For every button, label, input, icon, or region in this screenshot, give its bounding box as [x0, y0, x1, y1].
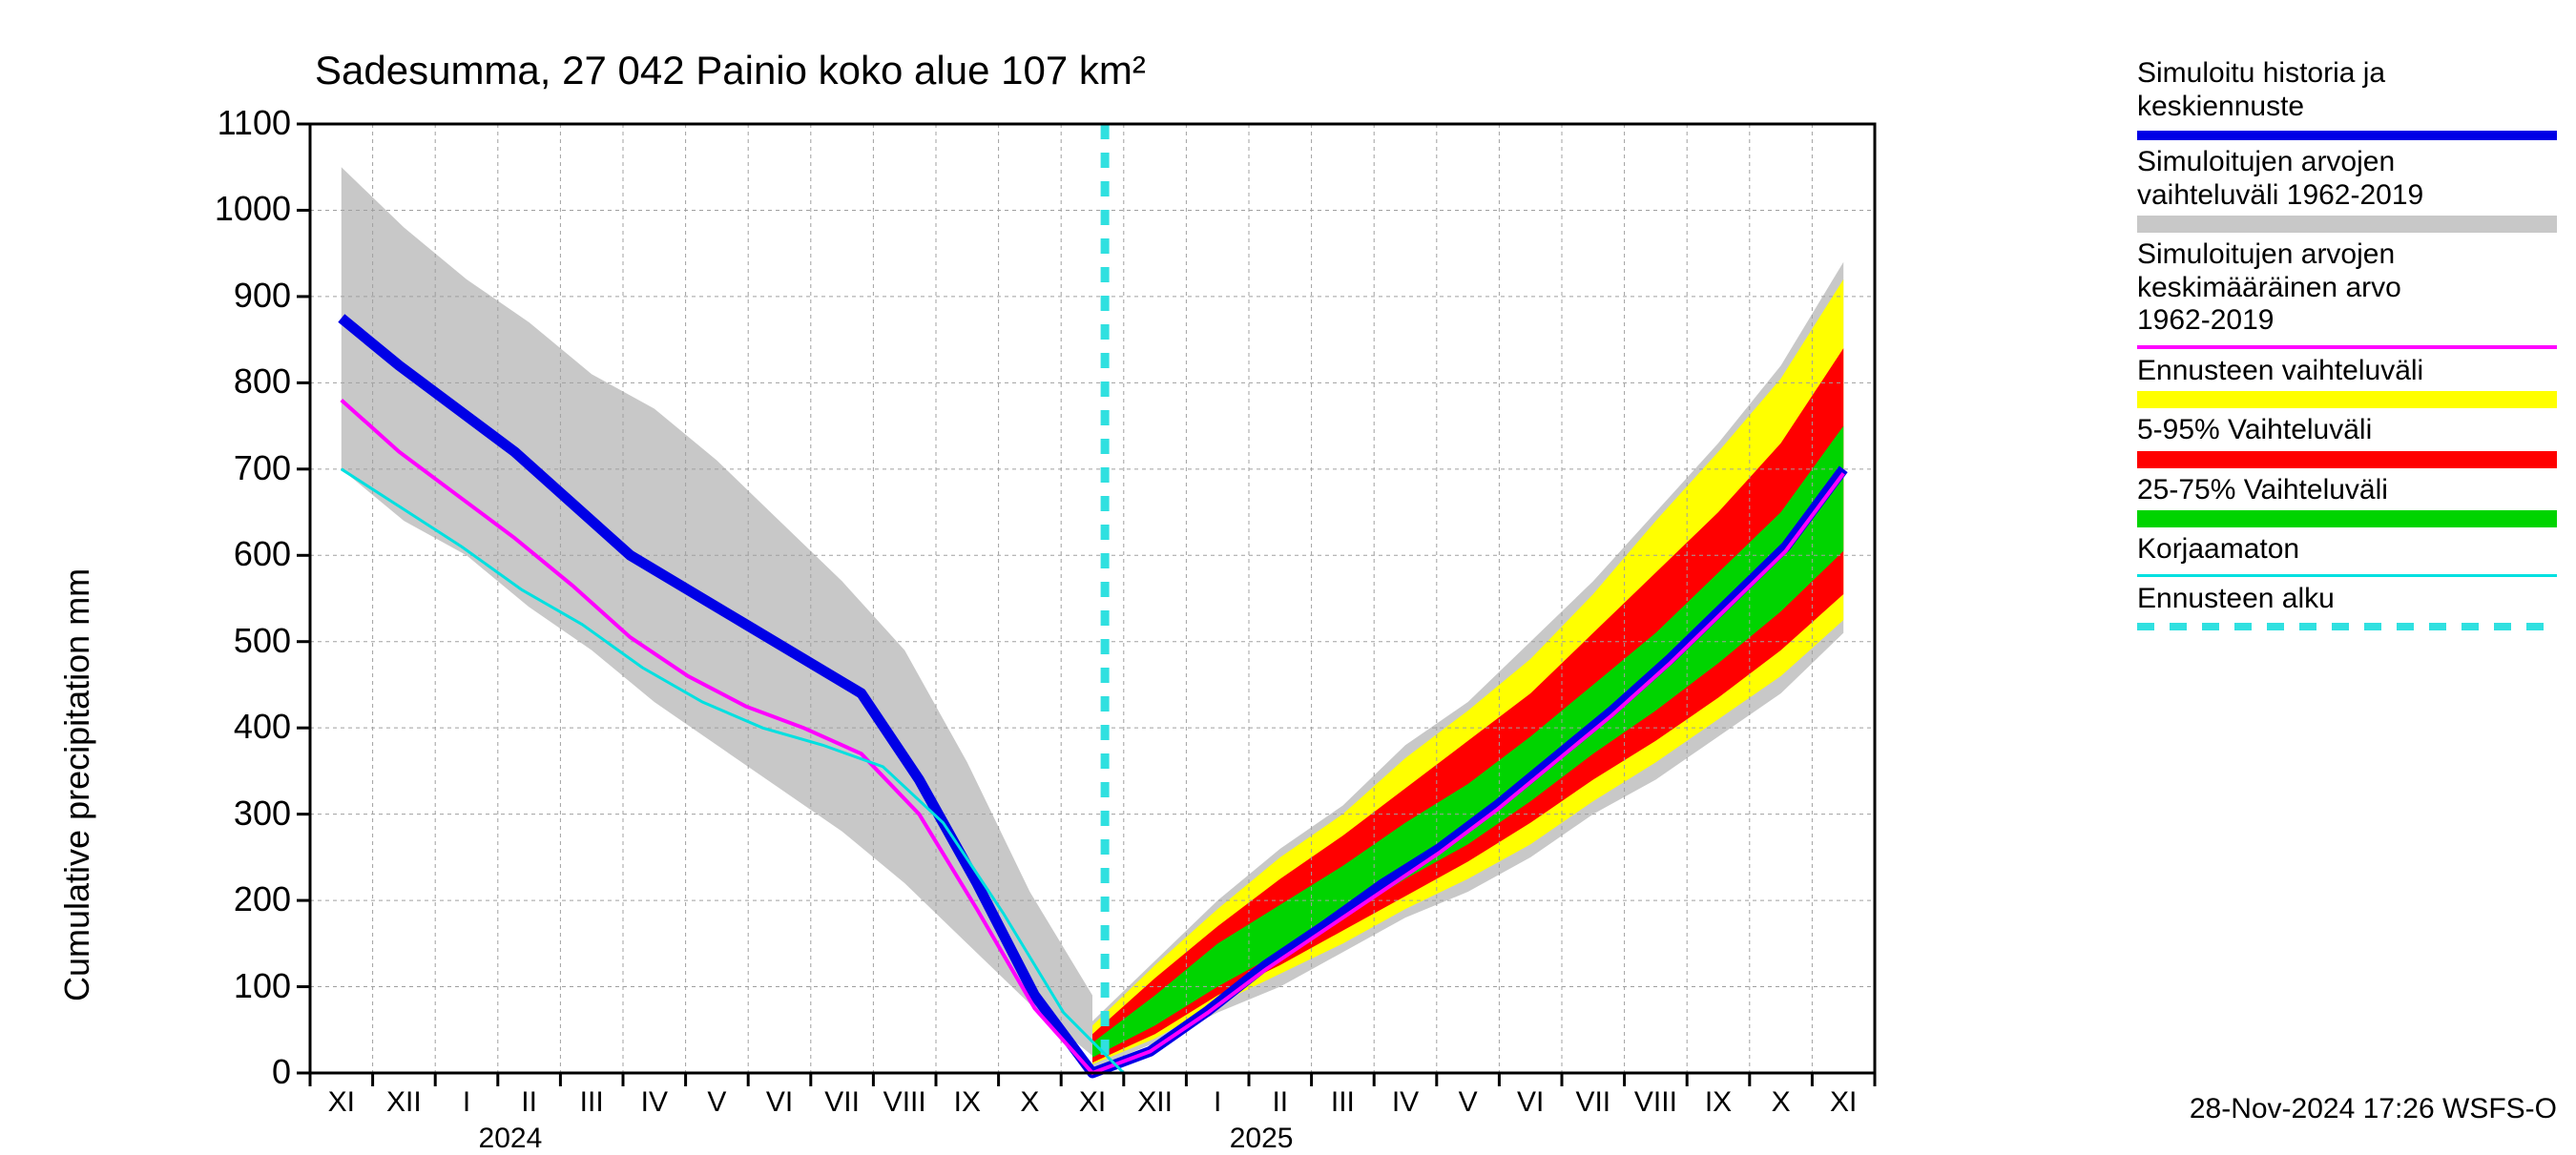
- legend-swatch: [2137, 623, 2557, 630]
- x-tick-label: IX: [1705, 1086, 1732, 1119]
- legend-text: Simuloitu historia ja: [2137, 57, 2557, 91]
- x-tick-label: III: [1331, 1086, 1355, 1119]
- legend-swatch: [2137, 574, 2557, 577]
- x-tick-label: I: [1214, 1086, 1221, 1119]
- x-tick-label: XII: [386, 1086, 422, 1119]
- legend-item: 25-75% Vaihteluväli: [2137, 474, 2557, 528]
- y-tick-label: 500: [186, 621, 291, 661]
- legend-item: Simuloitu historia jakeskiennuste: [2137, 57, 2557, 140]
- legend-text: Ennusteen vaihteluväli: [2137, 355, 2557, 388]
- x-year-label: 2025: [1230, 1123, 1294, 1155]
- x-tick-label: IV: [641, 1086, 668, 1119]
- y-tick-label: 400: [186, 707, 291, 747]
- legend: Simuloitu historia jakeskiennusteSimuloi…: [2137, 57, 2557, 636]
- footer-timestamp: 28-Nov-2024 17:26 WSFS-O: [2190, 1093, 2557, 1125]
- x-tick-label: IX: [954, 1086, 981, 1119]
- x-tick-label: II: [1272, 1086, 1288, 1119]
- y-tick-label: 800: [186, 361, 291, 402]
- legend-item: Simuloitujen arvojenvaihteluväli 1962-20…: [2137, 146, 2557, 233]
- legend-item: Ennusteen vaihteluväli: [2137, 355, 2557, 409]
- x-tick-label: XI: [1830, 1086, 1857, 1119]
- x-tick-label: II: [521, 1086, 537, 1119]
- x-tick-label: VII: [824, 1086, 860, 1119]
- legend-swatch: [2137, 216, 2557, 233]
- x-year-label: 2024: [479, 1123, 543, 1155]
- legend-swatch: [2137, 345, 2557, 349]
- legend-text: 1962-2019: [2137, 304, 2557, 338]
- legend-swatch: [2137, 510, 2557, 527]
- legend-text: Simuloitujen arvojen: [2137, 238, 2557, 272]
- legend-item: Korjaamaton: [2137, 533, 2557, 577]
- x-tick-label: VIII: [1634, 1086, 1677, 1119]
- x-tick-label: V: [1459, 1086, 1478, 1119]
- x-tick-label: VI: [766, 1086, 793, 1119]
- x-tick-label: III: [580, 1086, 604, 1119]
- x-tick-label: XII: [1137, 1086, 1173, 1119]
- x-tick-label: XI: [328, 1086, 355, 1119]
- legend-text: 25-75% Vaihteluväli: [2137, 474, 2557, 507]
- legend-text: Simuloitujen arvojen: [2137, 146, 2557, 179]
- legend-swatch: [2137, 131, 2557, 140]
- y-tick-label: 300: [186, 794, 291, 834]
- legend-swatch: [2137, 391, 2557, 408]
- x-tick-label: X: [1772, 1086, 1791, 1119]
- x-tick-label: I: [463, 1086, 470, 1119]
- x-tick-label: VI: [1517, 1086, 1544, 1119]
- legend-text: keskiennuste: [2137, 91, 2557, 124]
- y-tick-label: 900: [186, 276, 291, 316]
- legend-item: Simuloitujen arvojenkeskimääräinen arvo …: [2137, 238, 2557, 349]
- legend-text: vaihteluväli 1962-2019: [2137, 179, 2557, 213]
- y-tick-label: 100: [186, 966, 291, 1006]
- x-tick-label: XI: [1079, 1086, 1106, 1119]
- y-tick-label: 200: [186, 879, 291, 919]
- legend-swatch: [2137, 451, 2557, 468]
- x-tick-label: VII: [1575, 1086, 1610, 1119]
- y-tick-label: 0: [186, 1052, 291, 1092]
- x-tick-label: VIII: [883, 1086, 926, 1119]
- y-tick-label: 1000: [186, 189, 291, 229]
- x-tick-label: X: [1020, 1086, 1039, 1119]
- y-tick-label: 700: [186, 448, 291, 488]
- x-tick-label: V: [707, 1086, 726, 1119]
- legend-item: 5-95% Vaihteluväli: [2137, 414, 2557, 468]
- x-tick-label: IV: [1392, 1086, 1419, 1119]
- legend-text: keskimääräinen arvo: [2137, 272, 2557, 305]
- legend-item: Ennusteen alku: [2137, 583, 2557, 631]
- y-tick-label: 600: [186, 534, 291, 574]
- legend-text: 5-95% Vaihteluväli: [2137, 414, 2557, 447]
- legend-text: Ennusteen alku: [2137, 583, 2557, 616]
- legend-text: Korjaamaton: [2137, 533, 2557, 567]
- y-tick-label: 1100: [186, 103, 291, 143]
